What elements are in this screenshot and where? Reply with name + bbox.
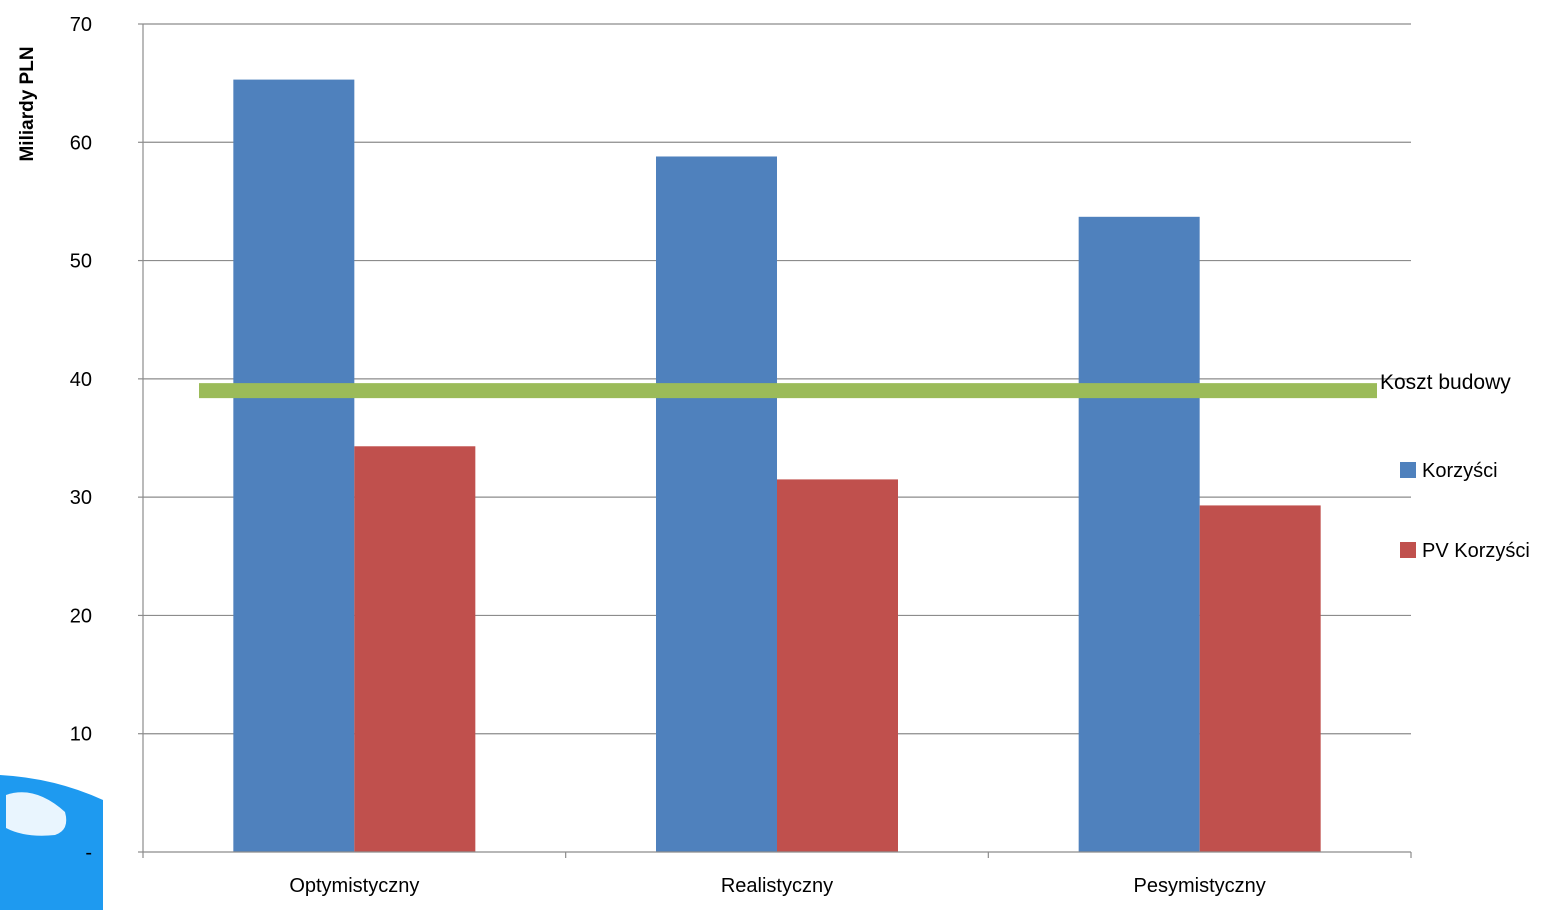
y-tick-label: 30: [70, 487, 92, 509]
bars: [233, 79, 1321, 853]
bar-pv-korzysci: [354, 446, 476, 852]
legend-label: Korzyści: [1422, 460, 1498, 482]
x-tick-labels: Optymistyczny Realistyczny Pesymistyczny: [289, 875, 1265, 897]
y-tick-label: 40: [70, 369, 92, 391]
x-tick-label: Realistyczny: [721, 875, 833, 897]
legend: Korzyści PV Korzyści: [1400, 460, 1530, 562]
y-tick-labels: - 10 20 30 40 50 60 70: [70, 14, 92, 864]
y-tick-label: 50: [70, 251, 92, 273]
legend-swatch: [1400, 462, 1416, 478]
y-tick-label: 10: [70, 724, 92, 746]
y-tick-label: 70: [70, 14, 92, 36]
reference-line: Koszt budowy: [199, 371, 1511, 399]
bar-korzysci: [233, 79, 355, 852]
koszt-budowy-label: Koszt budowy: [1380, 371, 1511, 394]
y-tick-label: 20: [70, 605, 92, 627]
y-tick-label: -: [85, 842, 92, 864]
bar-pv-korzysci: [1199, 505, 1321, 852]
legend-label: PV Korzyści: [1422, 540, 1530, 562]
x-tick-label: Pesymistyczny: [1134, 875, 1266, 897]
x-tick-label: Optymistyczny: [289, 875, 419, 897]
y-tick-label: 60: [70, 132, 92, 154]
axes: [142, 24, 1412, 858]
y-axis-label: Miliardy PLN: [17, 46, 38, 161]
bar-korzysci: [1078, 216, 1200, 852]
decorative-blob: [0, 775, 103, 910]
legend-swatch: [1400, 542, 1416, 558]
bar-korzysci: [656, 156, 777, 853]
bar-pv-korzysci: [777, 479, 898, 852]
